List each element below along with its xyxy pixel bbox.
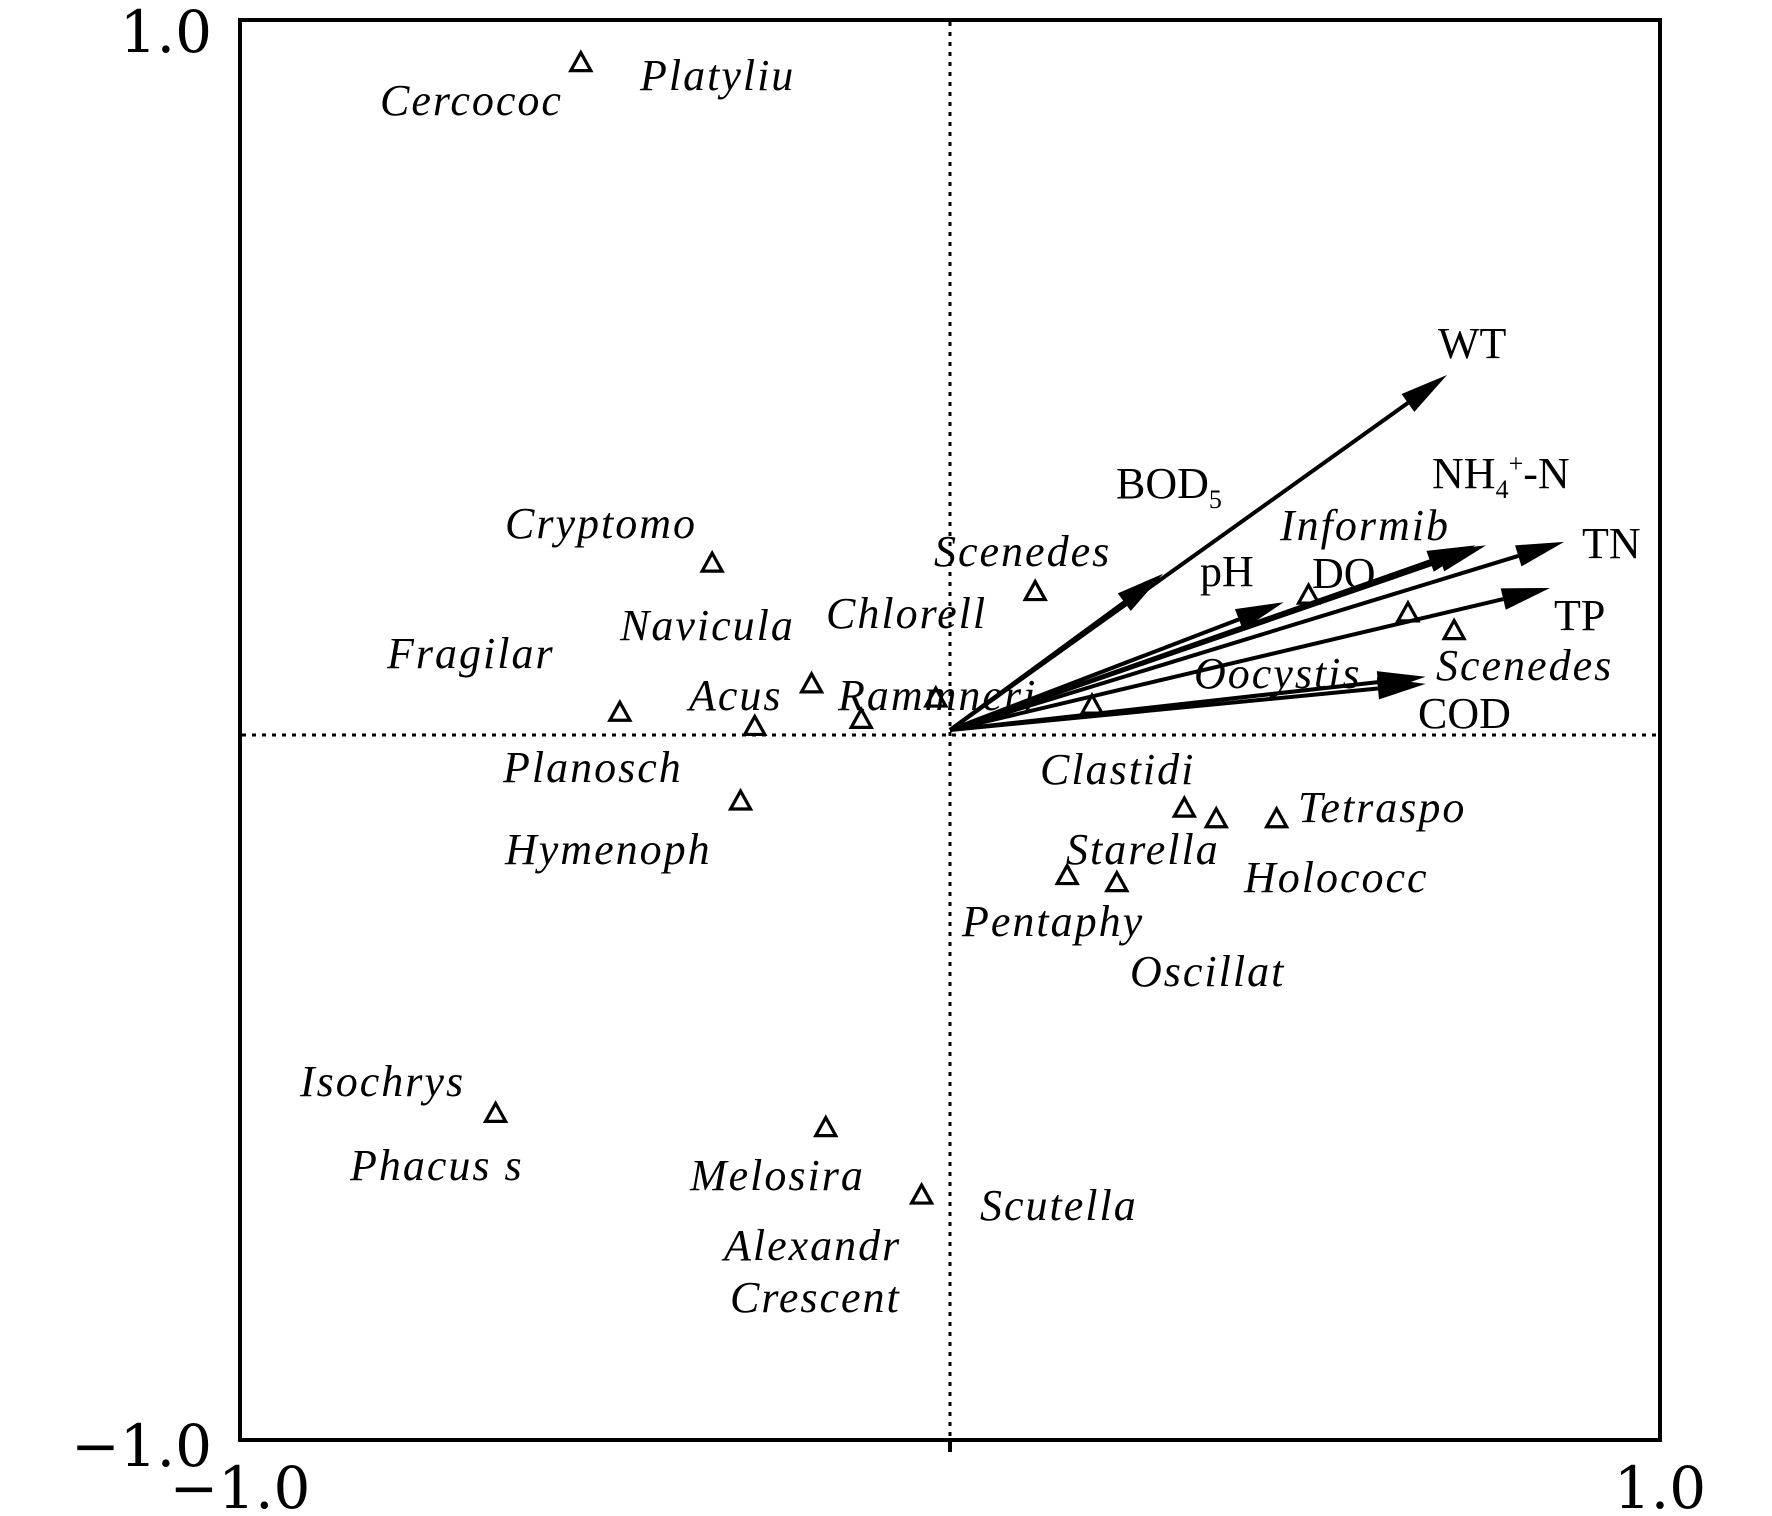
species-label: Crescent — [730, 1273, 901, 1322]
env-vectors — [948, 375, 1565, 732]
species-label: Holococc — [1243, 853, 1429, 902]
species-point — [908, 1181, 935, 1205]
species-point — [1441, 617, 1467, 641]
x-tick-left: −1.0 — [170, 1454, 311, 1516]
species-point — [568, 49, 594, 73]
env-vector-label: TN — [1582, 519, 1641, 568]
species-point — [1395, 599, 1421, 623]
species-point — [1263, 805, 1290, 829]
chart-labels: Platyliu Cercococ Cryptomo Fragilar Navicula… — [299, 51, 1641, 1322]
species-label: Cercococ — [380, 76, 563, 125]
species-label: Informib — [1279, 501, 1450, 550]
species-point — [607, 698, 633, 722]
species-label: Starella — [1066, 825, 1220, 874]
species-label: Scutella — [980, 1181, 1138, 1230]
species-label: Clastidi — [1040, 745, 1195, 794]
species-point — [1022, 578, 1048, 602]
species-label: Navicula — [619, 601, 795, 650]
x-tick-right: 1.0 — [1614, 1454, 1706, 1516]
env-vector-label: WT — [1438, 319, 1507, 368]
species-point — [482, 1100, 509, 1124]
species-label: Hymenoph — [504, 825, 712, 874]
species-point — [813, 1114, 839, 1138]
env-vector-line — [949, 559, 1431, 732]
species-label: Tetraspo — [1298, 783, 1466, 832]
env-vector-arrowhead — [1234, 602, 1284, 630]
species-point — [798, 670, 825, 694]
species-label: Platyliu — [639, 51, 795, 100]
species-label: Chlorell — [826, 589, 987, 638]
species-label: Oocystis — [1194, 649, 1362, 698]
env-vector-line — [948, 600, 1126, 732]
env-vector-arrowhead — [1500, 588, 1550, 610]
species-point — [727, 787, 754, 811]
species-label: Fragilar — [386, 629, 555, 678]
y-tick-bottom: −1.0 — [71, 1412, 212, 1480]
env-vector-arrowhead — [1426, 545, 1476, 572]
species-label: Cryptomo — [505, 499, 697, 548]
species-label: Pentaphy — [961, 897, 1144, 946]
env-vector-label: DO — [1312, 549, 1376, 598]
species-label: Planosch — [502, 743, 683, 792]
species-point — [848, 706, 874, 729]
species-label: Oscillat — [1130, 947, 1285, 996]
species-point — [1054, 862, 1080, 886]
species-label: Melosira — [689, 1151, 865, 1200]
species-label: Alexandr — [721, 1221, 901, 1270]
env-vector-arrowhead — [1401, 375, 1447, 412]
env-vector-label: TP — [1554, 591, 1605, 640]
species-label: Scenedes — [1436, 641, 1613, 690]
species-point — [1203, 805, 1229, 829]
species-points — [482, 49, 1467, 1205]
env-vector-line — [949, 553, 1519, 732]
species-point — [742, 713, 768, 737]
species-point — [1104, 869, 1130, 893]
env-vector-label: COD — [1418, 689, 1511, 738]
env-vector-arrowhead — [1117, 573, 1163, 612]
species-point — [1079, 691, 1105, 715]
env-vector-line — [949, 686, 1379, 732]
env-vector-arrowhead — [1376, 677, 1426, 700]
species-label: Phacus s — [349, 1141, 524, 1190]
species-label: Rammneri — [837, 671, 1037, 720]
species-point — [1295, 581, 1322, 605]
env-vector-label: NH4+-N — [1432, 449, 1570, 504]
env-vector-label: pH — [1200, 547, 1254, 596]
env-vector-label: BOD5 — [1116, 459, 1222, 514]
y-tick-top: 1.0 — [120, 0, 212, 66]
env-vector-arrowhead — [1515, 541, 1565, 567]
species-point — [923, 684, 949, 708]
species-label: Scenedes — [934, 527, 1111, 576]
species-point — [699, 549, 725, 573]
species-label: Isochrys — [299, 1057, 465, 1106]
species-point — [1171, 794, 1198, 818]
species-label: Acus — [686, 671, 783, 720]
